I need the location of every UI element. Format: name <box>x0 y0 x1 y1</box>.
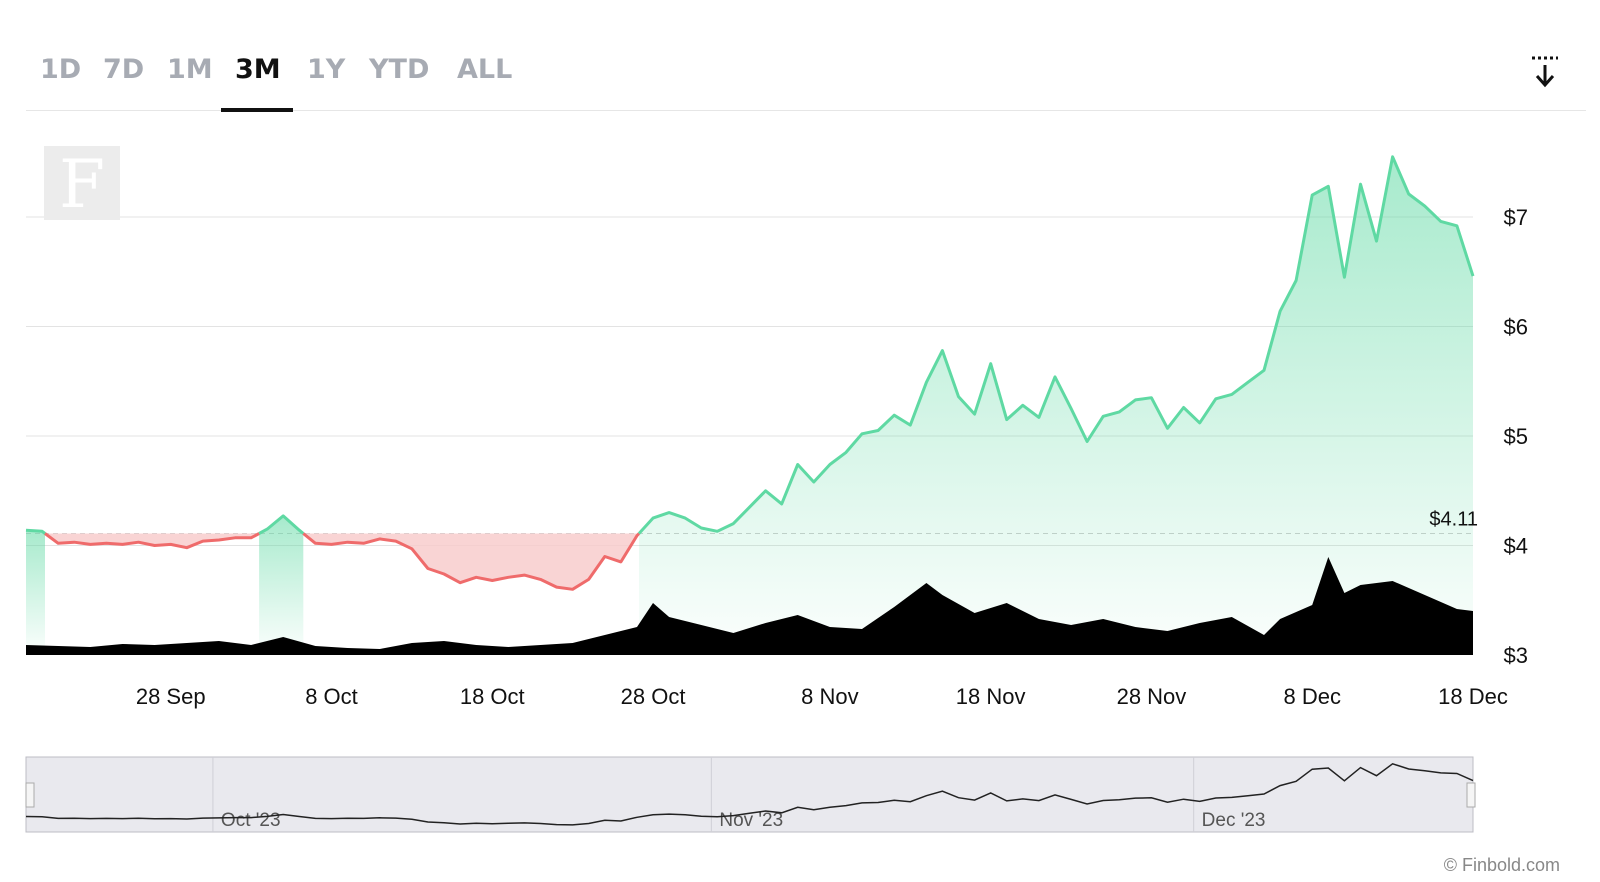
x-tick-label: 18 Dec <box>1438 684 1508 709</box>
y-tick-label: $6 <box>1504 315 1528 340</box>
x-tick-label: 28 Oct <box>621 684 686 709</box>
price-line-up <box>25 528 46 535</box>
watermark-logo: F <box>44 146 120 223</box>
baseline-label: $4.11 <box>1429 508 1478 530</box>
y-tick-label: $3 <box>1504 643 1528 668</box>
price-line-down <box>44 532 260 550</box>
tab-7d[interactable]: 7D <box>103 54 145 85</box>
price-line-up <box>637 155 1475 535</box>
navigator-line <box>25 762 1474 826</box>
tab-1y[interactable]: 1Y <box>307 54 346 85</box>
price-area-up <box>26 530 46 655</box>
tab-ytd[interactable]: YTD <box>369 54 430 85</box>
x-tick-label: 18 Oct <box>460 684 525 709</box>
y-tick-label: $4 <box>1504 534 1528 559</box>
navigator-label: Oct '23 <box>221 810 281 831</box>
price-line-up <box>258 514 305 535</box>
price-area-down <box>303 533 639 590</box>
x-tick-label: 8 Oct <box>305 684 358 709</box>
x-tick-label: 28 Sep <box>136 684 206 709</box>
navigator-window[interactable] <box>25 756 1474 833</box>
tab-3m[interactable]: 3M <box>235 54 281 85</box>
y-tick-label: $5 <box>1504 424 1528 449</box>
tab-1m[interactable]: 1M <box>167 54 213 85</box>
navigator-handle-right[interactable] <box>1466 782 1476 808</box>
tab-all[interactable]: ALL <box>457 54 513 85</box>
price-area-up <box>259 515 304 655</box>
x-tick-label: 18 Nov <box>956 684 1026 709</box>
x-tick-label: 8 Nov <box>801 684 858 709</box>
price-line-down <box>302 532 641 591</box>
navigator-label: Dec '23 <box>1202 810 1266 831</box>
y-tick-label: $7 <box>1504 205 1528 230</box>
active-tab-indicator <box>221 108 293 112</box>
tab-1d[interactable]: 1D <box>40 54 82 85</box>
x-tick-label: 28 Nov <box>1117 684 1187 709</box>
price-area-down <box>45 533 260 548</box>
credit-label: © Finbold.com <box>1443 855 1560 875</box>
download-icon[interactable] <box>1530 55 1560 89</box>
range-tabs: 1D 7D 1M 3M 1Y YTD ALL <box>26 40 1586 112</box>
x-tick-label: 8 Dec <box>1283 684 1340 709</box>
price-area-up <box>638 156 1473 656</box>
volume-area <box>26 557 1473 655</box>
svg-text:F: F <box>59 146 105 223</box>
navigator-handle-left[interactable] <box>25 782 35 808</box>
